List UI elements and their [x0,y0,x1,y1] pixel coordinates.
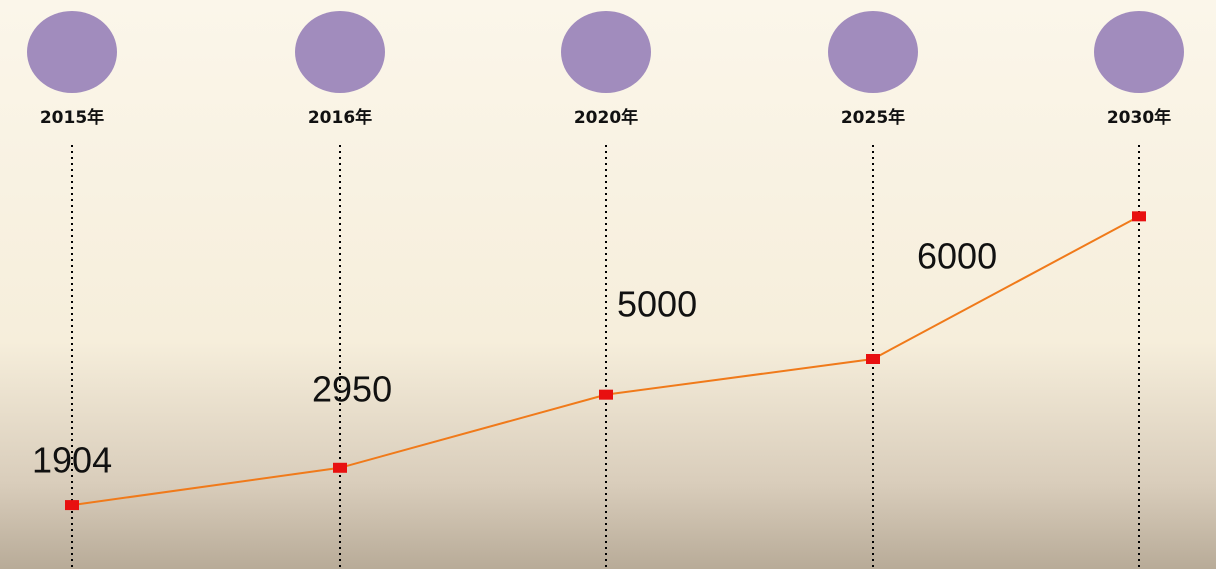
point-marker [1132,211,1146,222]
value-label: 2950 [312,369,392,410]
point-marker [599,389,613,400]
point-marker [866,354,880,364]
header-circle [828,11,918,93]
category-label: 2020年 [574,107,638,128]
value-label: 5000 [617,284,697,325]
header-circle [1094,11,1184,93]
point-marker [65,500,79,511]
header-circle [561,11,651,93]
category-label: 2016年 [308,107,372,128]
category-label: 2030年 [1107,107,1171,128]
category-label: 2025年 [841,107,905,128]
category-label: 2015年 [40,107,104,128]
header-circle [295,11,385,93]
point-marker [333,462,347,473]
value-label: 1904 [32,440,112,481]
value-label: 6000 [917,236,997,277]
header-circle [27,11,117,93]
